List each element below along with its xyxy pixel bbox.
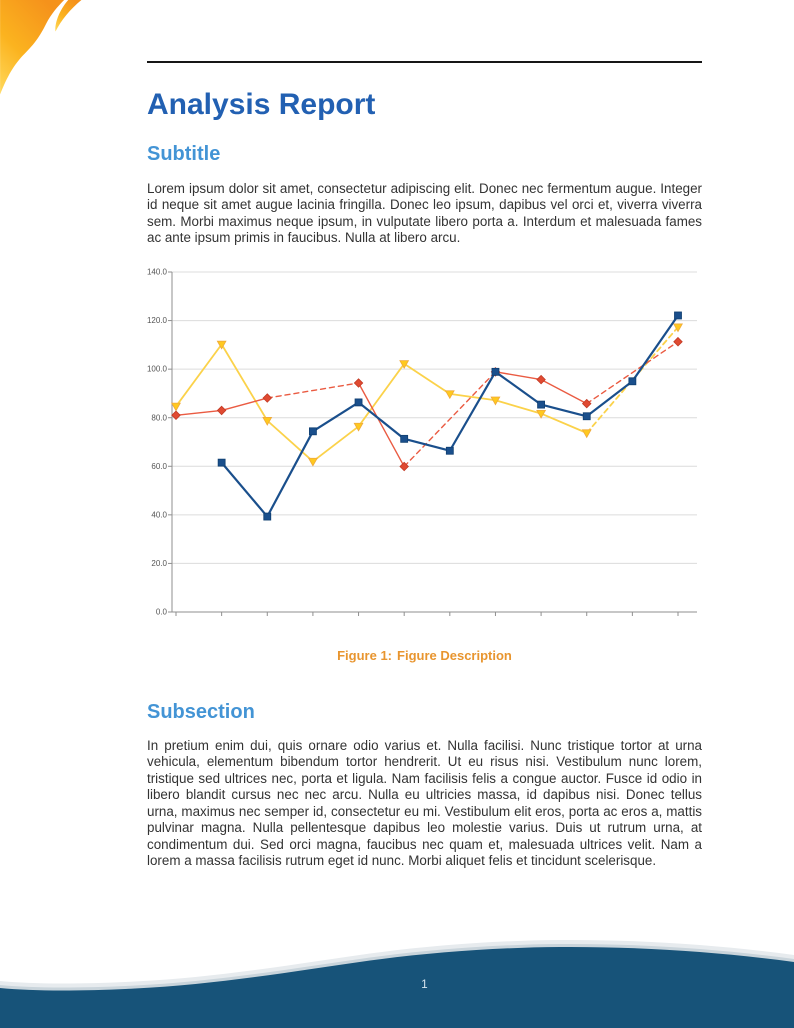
marker-blue-squares (628, 377, 637, 386)
line-chart-figure: 0.0 20.0 40.0 60.0 80.0 100.0 120.0 140.0 (140, 258, 705, 626)
marker-blue-squares (445, 446, 454, 455)
swoosh-main-shape (0, 0, 65, 95)
series-segment-yellow-triangles (312, 425, 360, 463)
marker-yellow-triangles (262, 417, 273, 426)
marker-yellow-triangles (536, 409, 547, 419)
marker-blue-squares (400, 434, 409, 443)
ytick-label: 20.0 (151, 559, 167, 568)
marker-red-diamonds (171, 410, 181, 421)
ytick-label: 80.0 (151, 413, 167, 422)
ytick-label: 140.0 (147, 268, 168, 277)
series-segment-blue-squares (266, 430, 315, 518)
ytick-label: 100.0 (147, 365, 168, 374)
marker-blue-squares (582, 412, 591, 421)
series-segment-yellow-triangles (494, 399, 542, 415)
marker-red-diamonds (353, 378, 364, 388)
marker-red-diamonds (673, 336, 683, 347)
corner-swoosh-decoration (0, 0, 82, 95)
marker-yellow-triangles (216, 340, 227, 350)
marker-blue-squares (674, 311, 682, 320)
series-segment-yellow-triangles (585, 326, 679, 434)
series-segment-blue-squares (357, 401, 406, 440)
series-segment-red-diamonds (403, 371, 497, 468)
page-title: Analysis Report (147, 88, 376, 121)
footer-wave-main (0, 946, 794, 1028)
series-segment-yellow-triangles (448, 393, 497, 402)
series-segment-yellow-triangles (220, 343, 269, 422)
page-number: 1 (421, 979, 428, 991)
paragraph-intro: Lorem ipsum dolor sit amet, consectetur … (147, 181, 702, 246)
series-segment-blue-squares (448, 370, 497, 452)
figure-caption: Figure 1: Figure Description (147, 648, 702, 663)
marker-yellow-triangles (490, 396, 501, 406)
series-segment-blue-squares (585, 380, 634, 418)
marker-yellow-triangles (581, 429, 592, 439)
series-segment-red-diamonds (540, 378, 588, 405)
series-segment-blue-squares (539, 403, 588, 418)
series-segment-red-diamonds (266, 382, 360, 399)
ytick-label: 120.0 (147, 316, 168, 325)
series-segment-red-diamonds (175, 409, 223, 416)
marker-blue-squares (354, 398, 363, 407)
marker-yellow-triangles (353, 422, 364, 432)
marker-yellow-triangles (673, 323, 683, 333)
series-segment-yellow-triangles (540, 412, 588, 434)
ytick-label: 60.0 (151, 462, 167, 471)
swoosh-sliver-shape (55, 0, 82, 32)
marker-blue-squares (217, 458, 226, 467)
figure-caption-text: Figure Description (397, 648, 512, 663)
marker-red-diamonds (399, 461, 409, 472)
series-segment-yellow-triangles (266, 419, 314, 463)
series-segment-red-diamonds (494, 371, 542, 381)
marker-yellow-triangles (171, 402, 181, 412)
series-segment-blue-squares (311, 401, 360, 433)
series-segment-yellow-triangles (357, 362, 406, 428)
series-segment-yellow-triangles (175, 343, 223, 408)
ytick-label: 40.0 (151, 510, 167, 519)
marker-blue-squares (309, 427, 317, 436)
marker-red-diamonds (216, 405, 227, 416)
section-heading-subtitle: Subtitle (147, 143, 221, 165)
figure-caption-label: Figure 1: (337, 648, 393, 663)
series-segment-blue-squares (631, 314, 680, 383)
series-segment-red-diamonds (357, 382, 405, 468)
marker-yellow-triangles (444, 390, 455, 400)
marker-blue-squares (263, 512, 272, 521)
marker-yellow-triangles (399, 360, 410, 370)
paragraph-subsection: In pretium enim dui, quis ornare odio va… (147, 738, 702, 869)
marker-red-diamonds (581, 398, 592, 409)
marker-blue-squares (491, 367, 500, 376)
series-segment-blue-squares (220, 461, 269, 518)
series-segment-blue-squares (403, 437, 451, 452)
line-chart-svg: 0.0 20.0 40.0 60.0 80.0 100.0 120.0 140.0 (147, 268, 697, 617)
footer-wave-decoration (0, 939, 794, 1028)
marker-yellow-triangles (307, 457, 318, 467)
series-segment-yellow-triangles (403, 362, 451, 395)
marker-blue-squares (537, 400, 545, 409)
series-segment-red-diamonds (220, 397, 268, 412)
header-rule (147, 61, 702, 63)
section-heading-subsection: Subsection (147, 701, 255, 723)
marker-red-diamonds (536, 374, 546, 385)
series-segment-red-diamonds (586, 340, 679, 405)
marker-red-diamonds (262, 393, 273, 403)
ytick-label: 0.0 (156, 608, 168, 617)
series-segment-blue-squares (494, 370, 543, 406)
